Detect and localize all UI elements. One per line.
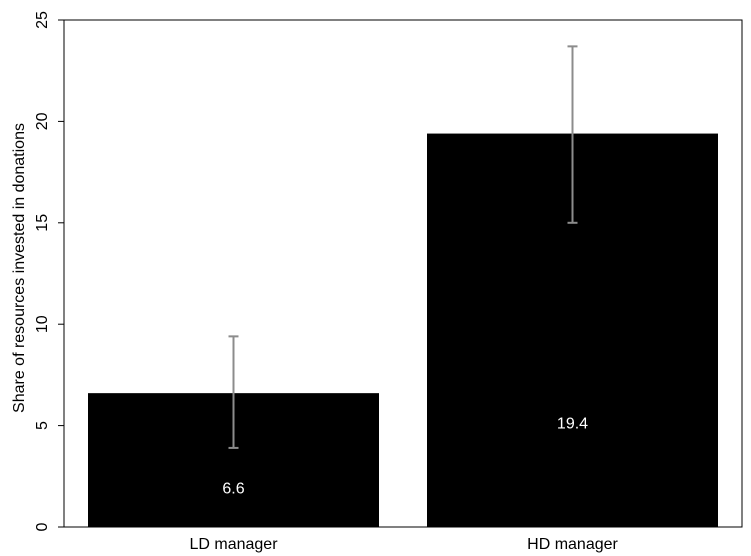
y-tick-label-5: 5 [34,421,51,430]
y-axis-title: Share of resources invested in donations [11,123,28,413]
plot-area [58,19,743,528]
x-axis-category-labels: LD manager HD manager [189,536,618,553]
error-bars-group [228,45,578,449]
x-category-label-1: LD manager [189,536,278,553]
data-label-2: 19.4 [557,416,588,433]
data-labels-group: 6.6 19.4 [222,416,588,498]
y-tick-label-25: 25 [34,11,51,29]
bars-group [88,133,718,527]
x-category-label-2: HD manager [527,536,618,553]
y-tick-label-0: 0 [34,522,51,531]
y-tick-label-10: 10 [34,315,51,333]
y-axis-tick-labels: 0 5 10 15 20 25 [34,11,51,531]
y-tick-label-20: 20 [34,112,51,130]
y-tick-label-15: 15 [34,214,51,232]
data-label-1: 6.6 [222,481,244,498]
plot-border [63,19,743,528]
